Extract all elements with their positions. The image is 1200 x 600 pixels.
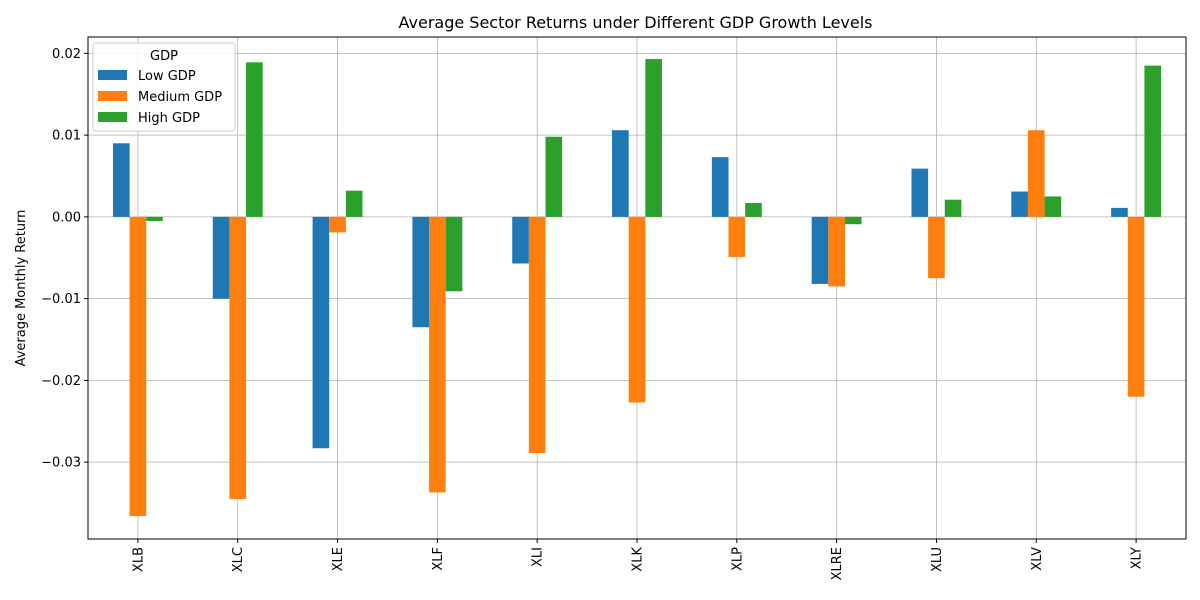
x-tick-label-xli: XLI	[531, 547, 546, 567]
x-tick-label-xlc: XLC	[231, 547, 246, 572]
x-tick-label-xly: XLY	[1130, 547, 1145, 569]
bar-medium-gdp-xlu	[928, 216, 945, 279]
bar-high-gdp-xlv	[1044, 196, 1062, 217]
bar-high-gdp-xle	[345, 190, 363, 217]
bar-low-gdp-xly	[1111, 207, 1128, 217]
y-tick-label: −0.03	[41, 456, 81, 471]
legend-label: High GDP	[138, 111, 200, 126]
bar-high-gdp-xly	[1144, 65, 1162, 217]
bars-group	[112, 59, 1162, 517]
y-tick-label: 0.01	[52, 129, 81, 144]
bar-low-gdp-xlv	[1011, 191, 1028, 217]
legend-swatch	[98, 91, 127, 101]
bar-high-gdp-xlf	[445, 216, 463, 292]
y-axis-label: Average Monthly Return	[14, 210, 29, 367]
legend: GDP Low GDP Medium GDP High GDP	[92, 42, 236, 132]
x-tick-label-xlp: XLP	[730, 547, 745, 571]
bar-low-gdp-xlb	[112, 143, 130, 217]
bar-low-gdp-xle	[312, 216, 330, 449]
bar-high-gdp-xlc	[246, 62, 263, 217]
x-axis-ticks: XLB XLC XLE XLF XLI XLK XLP XLRE XLU XLV XLY	[131, 539, 1145, 580]
legend-title: GDP	[150, 49, 178, 64]
bar-medium-gdp-xlk	[628, 216, 646, 403]
y-tick-label: −0.02	[41, 374, 81, 389]
bar-low-gdp-xli	[512, 216, 529, 264]
bar-medium-gdp-xlre	[828, 216, 845, 287]
x-tick-label-xlf: XLF	[431, 547, 446, 571]
x-tick-label-xlk: XLK	[631, 547, 646, 572]
bar-low-gdp-xlc	[212, 216, 230, 299]
y-axis-ticks: 0.02 0.01 0.00 −0.01 −0.02 −0.03	[41, 47, 88, 471]
bar-high-gdp-xlk	[645, 59, 662, 217]
x-tick-label-xlu: XLU	[930, 547, 945, 572]
bar-medium-gdp-xli	[528, 216, 546, 454]
bar-medium-gdp-xlc	[229, 216, 247, 499]
bar-medium-gdp-xlb	[129, 216, 147, 517]
bar-low-gdp-xlu	[911, 168, 929, 217]
bar-high-gdp-xlu	[944, 199, 962, 217]
x-tick-label-xle: XLE	[331, 547, 346, 571]
bar-low-gdp-xlp	[711, 157, 729, 217]
bar-medium-gdp-xly	[1127, 216, 1145, 397]
bar-high-gdp-xlre	[844, 216, 862, 225]
bar-medium-gdp-xlf	[429, 216, 446, 493]
y-tick-label: 0.00	[52, 210, 81, 225]
legend-label: Low GDP	[138, 69, 196, 84]
x-tick-label-xlb: XLB	[131, 547, 146, 572]
bar-high-gdp-xlb	[146, 216, 163, 221]
bar-low-gdp-xlk	[612, 130, 629, 217]
y-tick-label: −0.01	[41, 292, 81, 307]
x-tick-label-xlre: XLRE	[830, 547, 845, 580]
x-tick-label-xlv: XLV	[1030, 547, 1045, 571]
legend-frame	[92, 42, 236, 132]
bar-medium-gdp-xle	[329, 216, 346, 233]
legend-items: Low GDP Medium GDP High GDP	[98, 69, 222, 126]
bar-medium-gdp-xlp	[728, 216, 746, 257]
bar-medium-gdp-xlv	[1027, 130, 1045, 217]
chart-title: Average Sector Returns under Different G…	[399, 13, 873, 32]
legend-swatch	[98, 112, 127, 122]
legend-label: Medium GDP	[138, 90, 222, 105]
bar-low-gdp-xlre	[811, 216, 829, 284]
bar-low-gdp-xlf	[412, 216, 430, 328]
bar-high-gdp-xli	[545, 136, 563, 217]
bar-high-gdp-xlp	[745, 202, 762, 217]
y-tick-label: 0.02	[52, 47, 81, 62]
legend-swatch	[98, 70, 127, 80]
